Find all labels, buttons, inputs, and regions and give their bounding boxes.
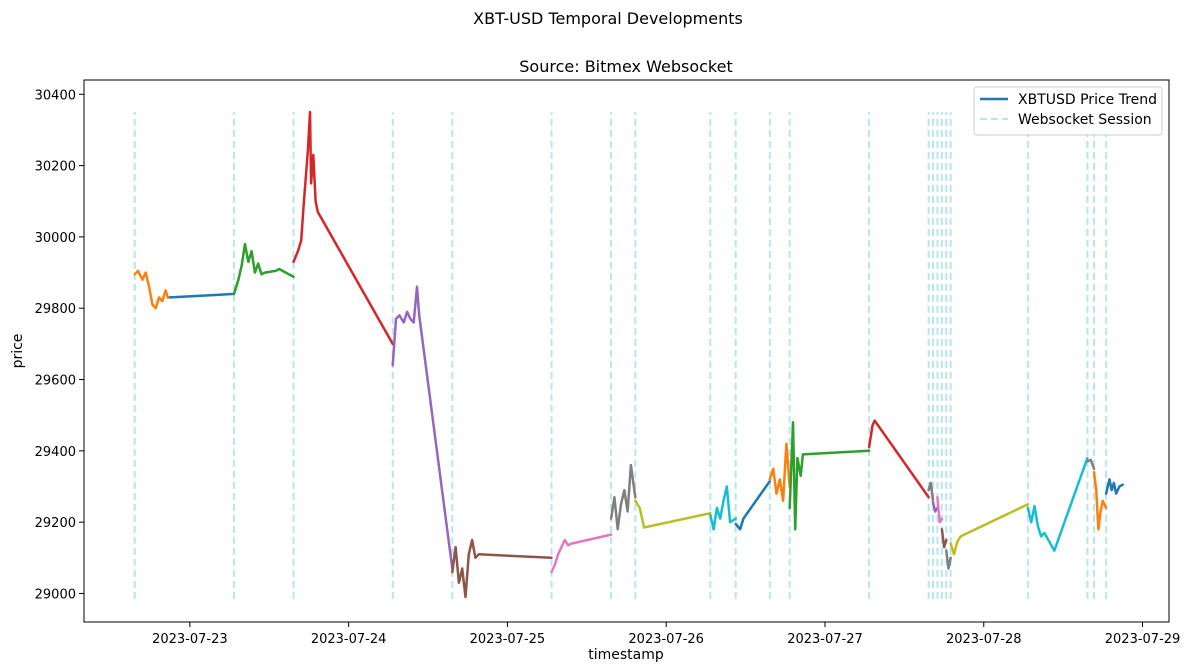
price-series-line [734,479,772,531]
x-tick-label: 2023-07-27 [787,632,863,647]
y-tick-label: 30400 [35,88,76,103]
price-series-line [1086,458,1096,470]
price-series-line [1104,478,1124,495]
x-tick-label: 2023-07-29 [1105,632,1181,647]
price-series-line [949,503,1030,556]
plot-frame [83,79,1170,623]
x-tick-label: 2023-07-28 [946,632,1022,647]
price-series-line [634,499,712,529]
price-series-line [609,463,637,531]
price-series-line [931,501,939,513]
x-axis: 2023-07-23 2023-07-24 2023-07-25 2023-07-26… [152,622,1180,647]
price-series-line [709,485,737,531]
chart-title: Source: Bitmex Websocket [519,57,732,76]
price-series-line [945,549,952,570]
price-series-line [1092,470,1108,531]
y-tick-label: 29800 [35,302,76,317]
y-tick-label: 29200 [35,516,76,531]
x-tick-label: 2023-07-24 [311,632,387,647]
price-series-line [232,242,295,296]
figure-suptitle: XBT-USD Temporal Developments [473,9,743,28]
price-series-layer [133,110,1124,599]
price-series-line [166,292,236,299]
y-axis: 29000 29200 29400 29600 29800 30000 30200 30400 [35,88,84,602]
y-axis-label: price [10,334,26,369]
price-series-line [292,110,394,346]
y-tick-label: 29600 [35,374,76,389]
y-tick-label: 30200 [35,160,76,175]
price-series-line [788,421,871,531]
price-series-line [391,285,454,570]
y-tick-label: 30000 [35,231,76,246]
price-series-line [133,269,170,310]
price-series-line [927,481,935,503]
price-series-line [451,538,553,599]
price-series-line [936,495,944,524]
price-series-line [768,442,791,503]
x-tick-label: 2023-07-25 [470,632,546,647]
y-tick-label: 29000 [35,587,76,602]
x-tick-label: 2023-07-26 [628,632,704,647]
x-axis-label: timestamp [588,647,664,663]
session-lines [133,112,1108,599]
price-series-line [550,533,613,574]
price-series-line [940,528,948,549]
legend-box [973,86,1163,136]
legend: XBTUSD Price Trend Websocket Session [973,86,1163,136]
y-tick-label: 29400 [35,445,76,460]
price-series-line [1026,456,1089,552]
price-series-line [867,419,930,499]
legend-label-price: XBTUSD Price Trend [1018,92,1157,108]
x-tick-label: 2023-07-23 [152,632,228,647]
legend-label-session: Websocket Session [1018,112,1152,128]
